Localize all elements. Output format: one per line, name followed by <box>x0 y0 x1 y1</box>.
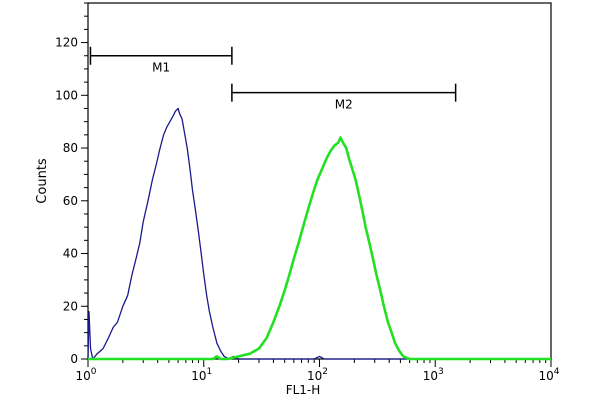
histogram-series-1 <box>87 107 551 360</box>
y-tick-label: 60 <box>63 194 78 208</box>
x-tick-label: 104 <box>538 367 559 383</box>
y-axis-ticks: 0 20 40 60 80 100 120 <box>55 2 88 366</box>
marker-label: M2 <box>335 98 353 112</box>
x-tick-base: 10 <box>307 369 322 383</box>
x-tick-exponent: 3 <box>438 367 444 377</box>
x-tick-exponent: 1 <box>207 367 213 377</box>
x-tick-label: 103 <box>423 367 444 383</box>
marker-label: M1 <box>152 61 170 75</box>
y-tick-label: 20 <box>63 299 78 313</box>
series-layer <box>87 107 551 361</box>
x-tick-exponent: 2 <box>322 367 328 377</box>
x-tick-exponent: 4 <box>554 367 560 377</box>
x-tick-base: 10 <box>75 369 90 383</box>
y-tick-label: 120 <box>55 36 78 50</box>
y-tick-label: 100 <box>55 88 78 102</box>
x-axis-ticks: 100 101 102 103 104 <box>75 359 560 383</box>
x-tick-base: 10 <box>538 369 553 383</box>
x-tick-exponent: 0 <box>91 367 97 377</box>
y-tick-label: 40 <box>63 247 78 261</box>
x-tick-label: 102 <box>307 367 328 383</box>
x-tick-label: 101 <box>191 367 212 383</box>
x-tick-base: 10 <box>423 369 438 383</box>
histogram-series-2 <box>88 136 551 361</box>
x-tick-base: 10 <box>191 369 206 383</box>
gate-markers: M1 M2 <box>89 46 457 112</box>
y-tick-label: 0 <box>70 352 78 366</box>
x-tick-label: 100 <box>75 367 96 383</box>
x-axis-label: FL1-H <box>286 383 321 397</box>
y-tick-label: 80 <box>63 141 78 155</box>
y-axis-label: Counts <box>35 158 50 204</box>
